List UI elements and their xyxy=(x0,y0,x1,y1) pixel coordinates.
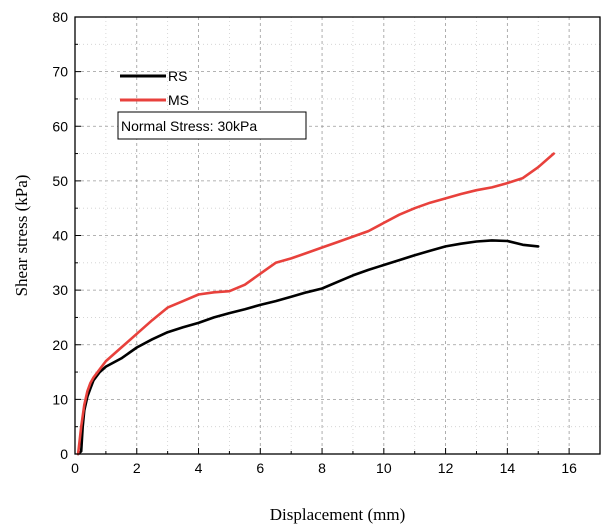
x-tick-label: 14 xyxy=(500,460,516,476)
legend-box xyxy=(117,111,307,140)
y-tick-label: 20 xyxy=(52,337,68,353)
series-line-ms xyxy=(76,152,556,456)
legend-note: Normal Stress: 30kPa xyxy=(121,118,257,134)
x-tick-label: 0 xyxy=(71,460,79,476)
legend-label-ms: MS xyxy=(168,92,189,108)
legend-label-rs: RS xyxy=(168,68,187,84)
axis-ticks: 0 2 4 6 8 10 12 14 16 0 10 20 30 40 50 60 70 80 xyxy=(52,9,577,476)
y-tick-label: 30 xyxy=(52,282,68,298)
series-line-rs xyxy=(76,239,540,456)
x-tick-label: 2 xyxy=(133,460,141,476)
y-tick-label: 50 xyxy=(52,173,68,189)
y-tick-label: 0 xyxy=(60,446,68,462)
y-axis-label: Shear stress (kPa) xyxy=(12,175,31,297)
y-tick-label: 10 xyxy=(52,391,68,407)
x-tick-label: 6 xyxy=(256,460,264,476)
y-tick-label: 60 xyxy=(52,118,68,134)
x-axis-label: Displacement (mm) xyxy=(270,505,406,524)
legend: RS MS Normal Stress: 30kPa xyxy=(117,68,307,140)
x-tick-label: 4 xyxy=(195,460,203,476)
y-tick-label: 80 xyxy=(52,9,68,25)
grid xyxy=(75,17,600,454)
y-tick-label: 40 xyxy=(52,228,68,244)
x-tick-label: 10 xyxy=(376,460,392,476)
x-tick-label: 8 xyxy=(318,460,326,476)
x-tick-label: 16 xyxy=(561,460,577,476)
x-tick-label: 12 xyxy=(438,460,454,476)
y-tick-label: 70 xyxy=(52,64,68,80)
series-layer xyxy=(76,152,556,456)
